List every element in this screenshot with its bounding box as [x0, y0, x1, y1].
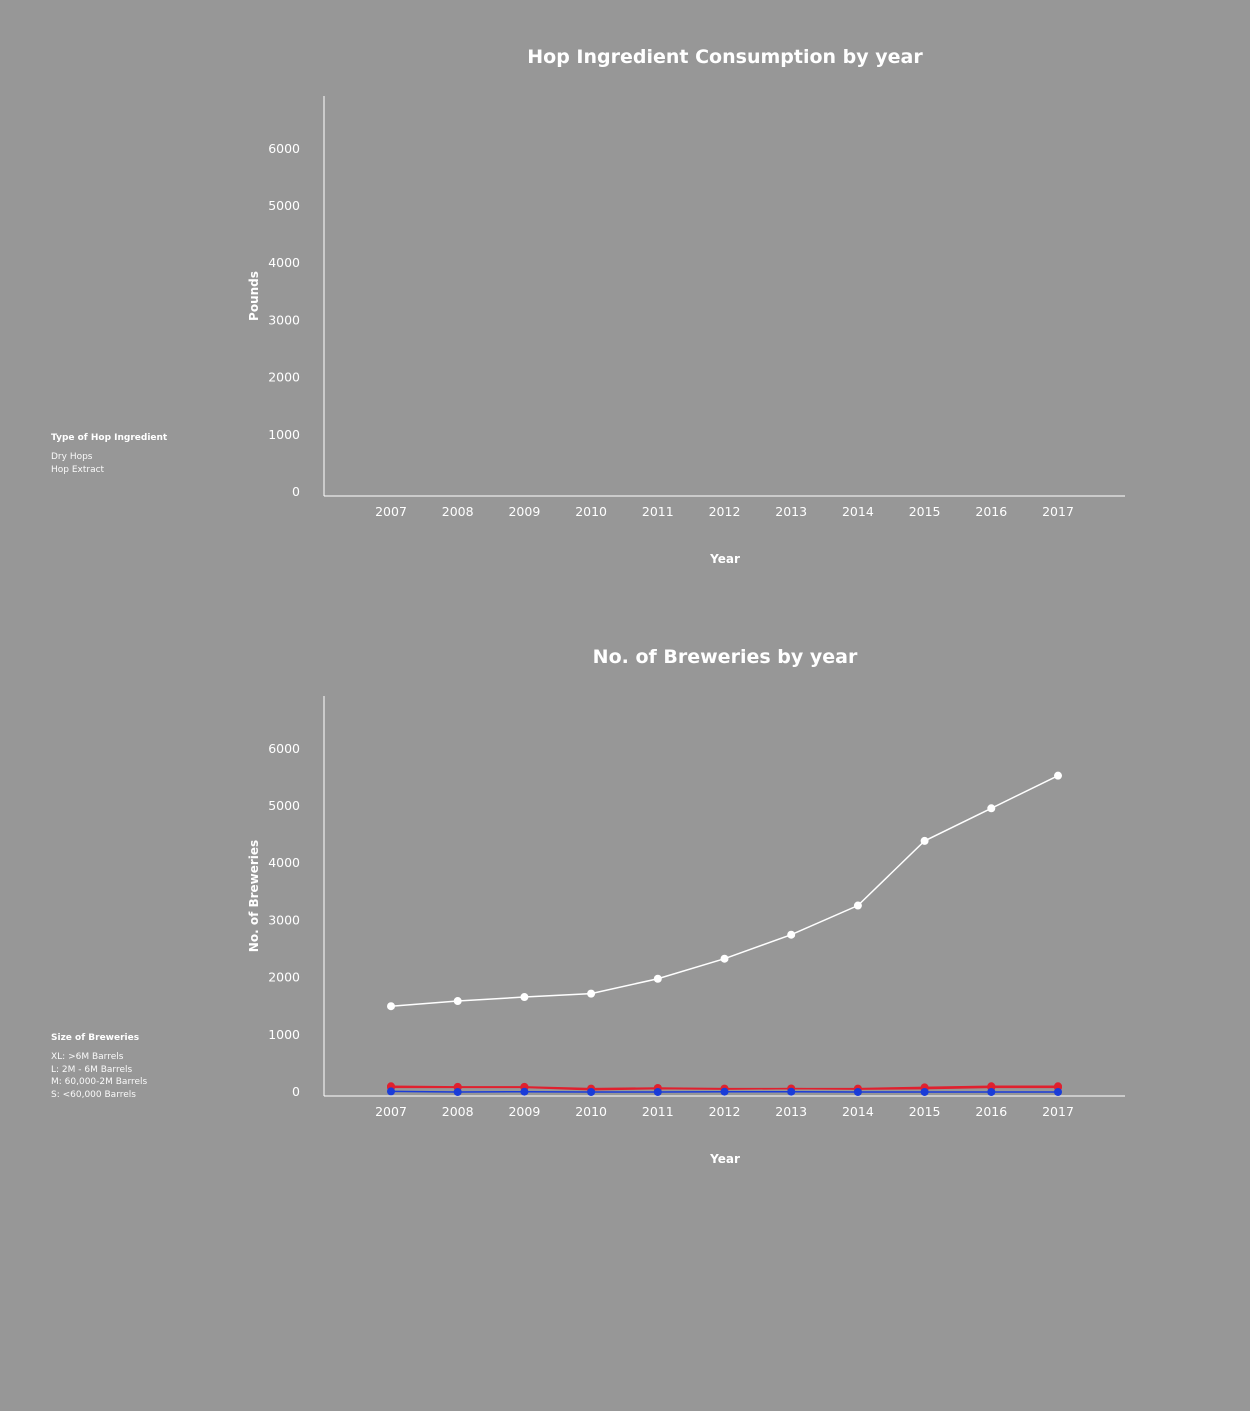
x-axis-label: Year: [709, 1152, 740, 1166]
data-point-xl[interactable]: [387, 1087, 395, 1096]
y-tick-label: 2000: [268, 970, 300, 985]
x-axis-label: Year: [709, 552, 740, 566]
y-tick-label: 6000: [268, 141, 300, 156]
y-tick-label: 1000: [268, 1027, 300, 1042]
x-tick-label: 2009: [508, 1104, 540, 1119]
x-tick-label: 2015: [909, 504, 941, 519]
data-point-s[interactable]: [1054, 771, 1062, 780]
data-point-xl[interactable]: [853, 1088, 862, 1096]
legend-item-m[interactable]: M: 60,000-2M Barrels: [51, 1077, 148, 1087]
legend-item-s[interactable]: S: <60,000 Barrels: [51, 1089, 136, 1100]
x-tick-label: 2011: [642, 1104, 674, 1119]
x-tick-label: 2012: [709, 504, 741, 519]
x-tick-label: 2012: [709, 1104, 741, 1119]
data-point-xl[interactable]: [987, 1088, 996, 1096]
x-tick-label: 2017: [1042, 1104, 1074, 1119]
y-tick-label: 0: [292, 1084, 300, 1099]
x-tick-label: 2008: [442, 504, 474, 519]
x-tick-label: 2010: [575, 1104, 607, 1119]
data-point-s[interactable]: [853, 901, 862, 910]
y-tick-label: 3000: [268, 912, 300, 927]
y-tick-label: 5000: [268, 198, 300, 213]
data-point-xl[interactable]: [787, 1087, 796, 1096]
x-tick-label: 2015: [909, 1104, 941, 1119]
y-tick-label: 3000: [268, 312, 300, 327]
x-tick-label: 2007: [375, 1104, 407, 1119]
y-tick-label: 4000: [268, 255, 300, 270]
x-tick-label: 2016: [975, 504, 1007, 519]
y-tick-label: 5000: [268, 798, 300, 813]
hop-legend: Type of Hop Ingredient Dry Hops Hop Extr…: [51, 433, 167, 476]
y-tick-label: 1000: [268, 427, 300, 442]
x-tick-label: 2017: [1042, 504, 1074, 519]
y-tick-label: 0: [292, 484, 300, 499]
y-tick-label: 6000: [268, 741, 300, 756]
data-point-s[interactable]: [720, 954, 729, 963]
y-tick-label: 4000: [268, 855, 300, 870]
data-point-xl[interactable]: [720, 1087, 729, 1096]
x-tick-label: 2011: [642, 504, 674, 519]
x-tick-label: 2008: [442, 1104, 474, 1119]
y-tick-label: 2000: [268, 370, 300, 385]
data-point-s[interactable]: [653, 974, 662, 983]
brewery-legend-title: Size of Breweries: [51, 1033, 140, 1043]
brewery-size-legend: Size of Breweries XL: >6M Barrels L: 2M …: [51, 1033, 147, 1101]
y-axis-label: Pounds: [247, 271, 261, 321]
hop-legend-title: Type of Hop Ingredient: [51, 433, 168, 443]
data-point-xl[interactable]: [653, 1088, 662, 1096]
legend-item-xl[interactable]: XL: >6M Barrels: [51, 1052, 124, 1062]
data-point-s[interactable]: [787, 930, 796, 939]
chart-title: No. of Breweries by year: [593, 646, 858, 668]
data-point-s[interactable]: [520, 993, 529, 1002]
data-point-s[interactable]: [987, 804, 996, 813]
x-tick-label: 2007: [375, 504, 407, 519]
x-tick-label: 2010: [575, 504, 607, 519]
legend-item-dry-hops[interactable]: Dry Hops: [51, 452, 93, 462]
x-tick-label: 2009: [508, 504, 540, 519]
series-line-s: [390, 775, 1059, 1007]
data-point-s[interactable]: [453, 997, 462, 1006]
x-tick-label: 2014: [842, 504, 874, 519]
data-point-xl[interactable]: [587, 1088, 596, 1096]
y-axis-label: No. of Breweries: [247, 840, 261, 952]
data-point-s[interactable]: [920, 836, 929, 845]
data-point-xl[interactable]: [453, 1088, 462, 1096]
legend-item-l[interactable]: L: 2M - 6M Barrels: [51, 1064, 133, 1075]
data-point-s[interactable]: [387, 1002, 395, 1011]
chart-title: Hop Ingredient Consumption by year: [527, 46, 923, 68]
data-point-xl[interactable]: [1054, 1088, 1062, 1096]
x-tick-label: 2014: [842, 1104, 874, 1119]
x-tick-label: 2016: [975, 1104, 1007, 1119]
data-point-xl[interactable]: [920, 1088, 929, 1096]
data-point-s[interactable]: [587, 989, 596, 998]
data-point-xl[interactable]: [520, 1087, 529, 1096]
x-tick-label: 2013: [775, 504, 807, 519]
legend-item-hop-extract[interactable]: Hop Extract: [51, 464, 105, 475]
x-tick-label: 2013: [775, 1104, 807, 1119]
